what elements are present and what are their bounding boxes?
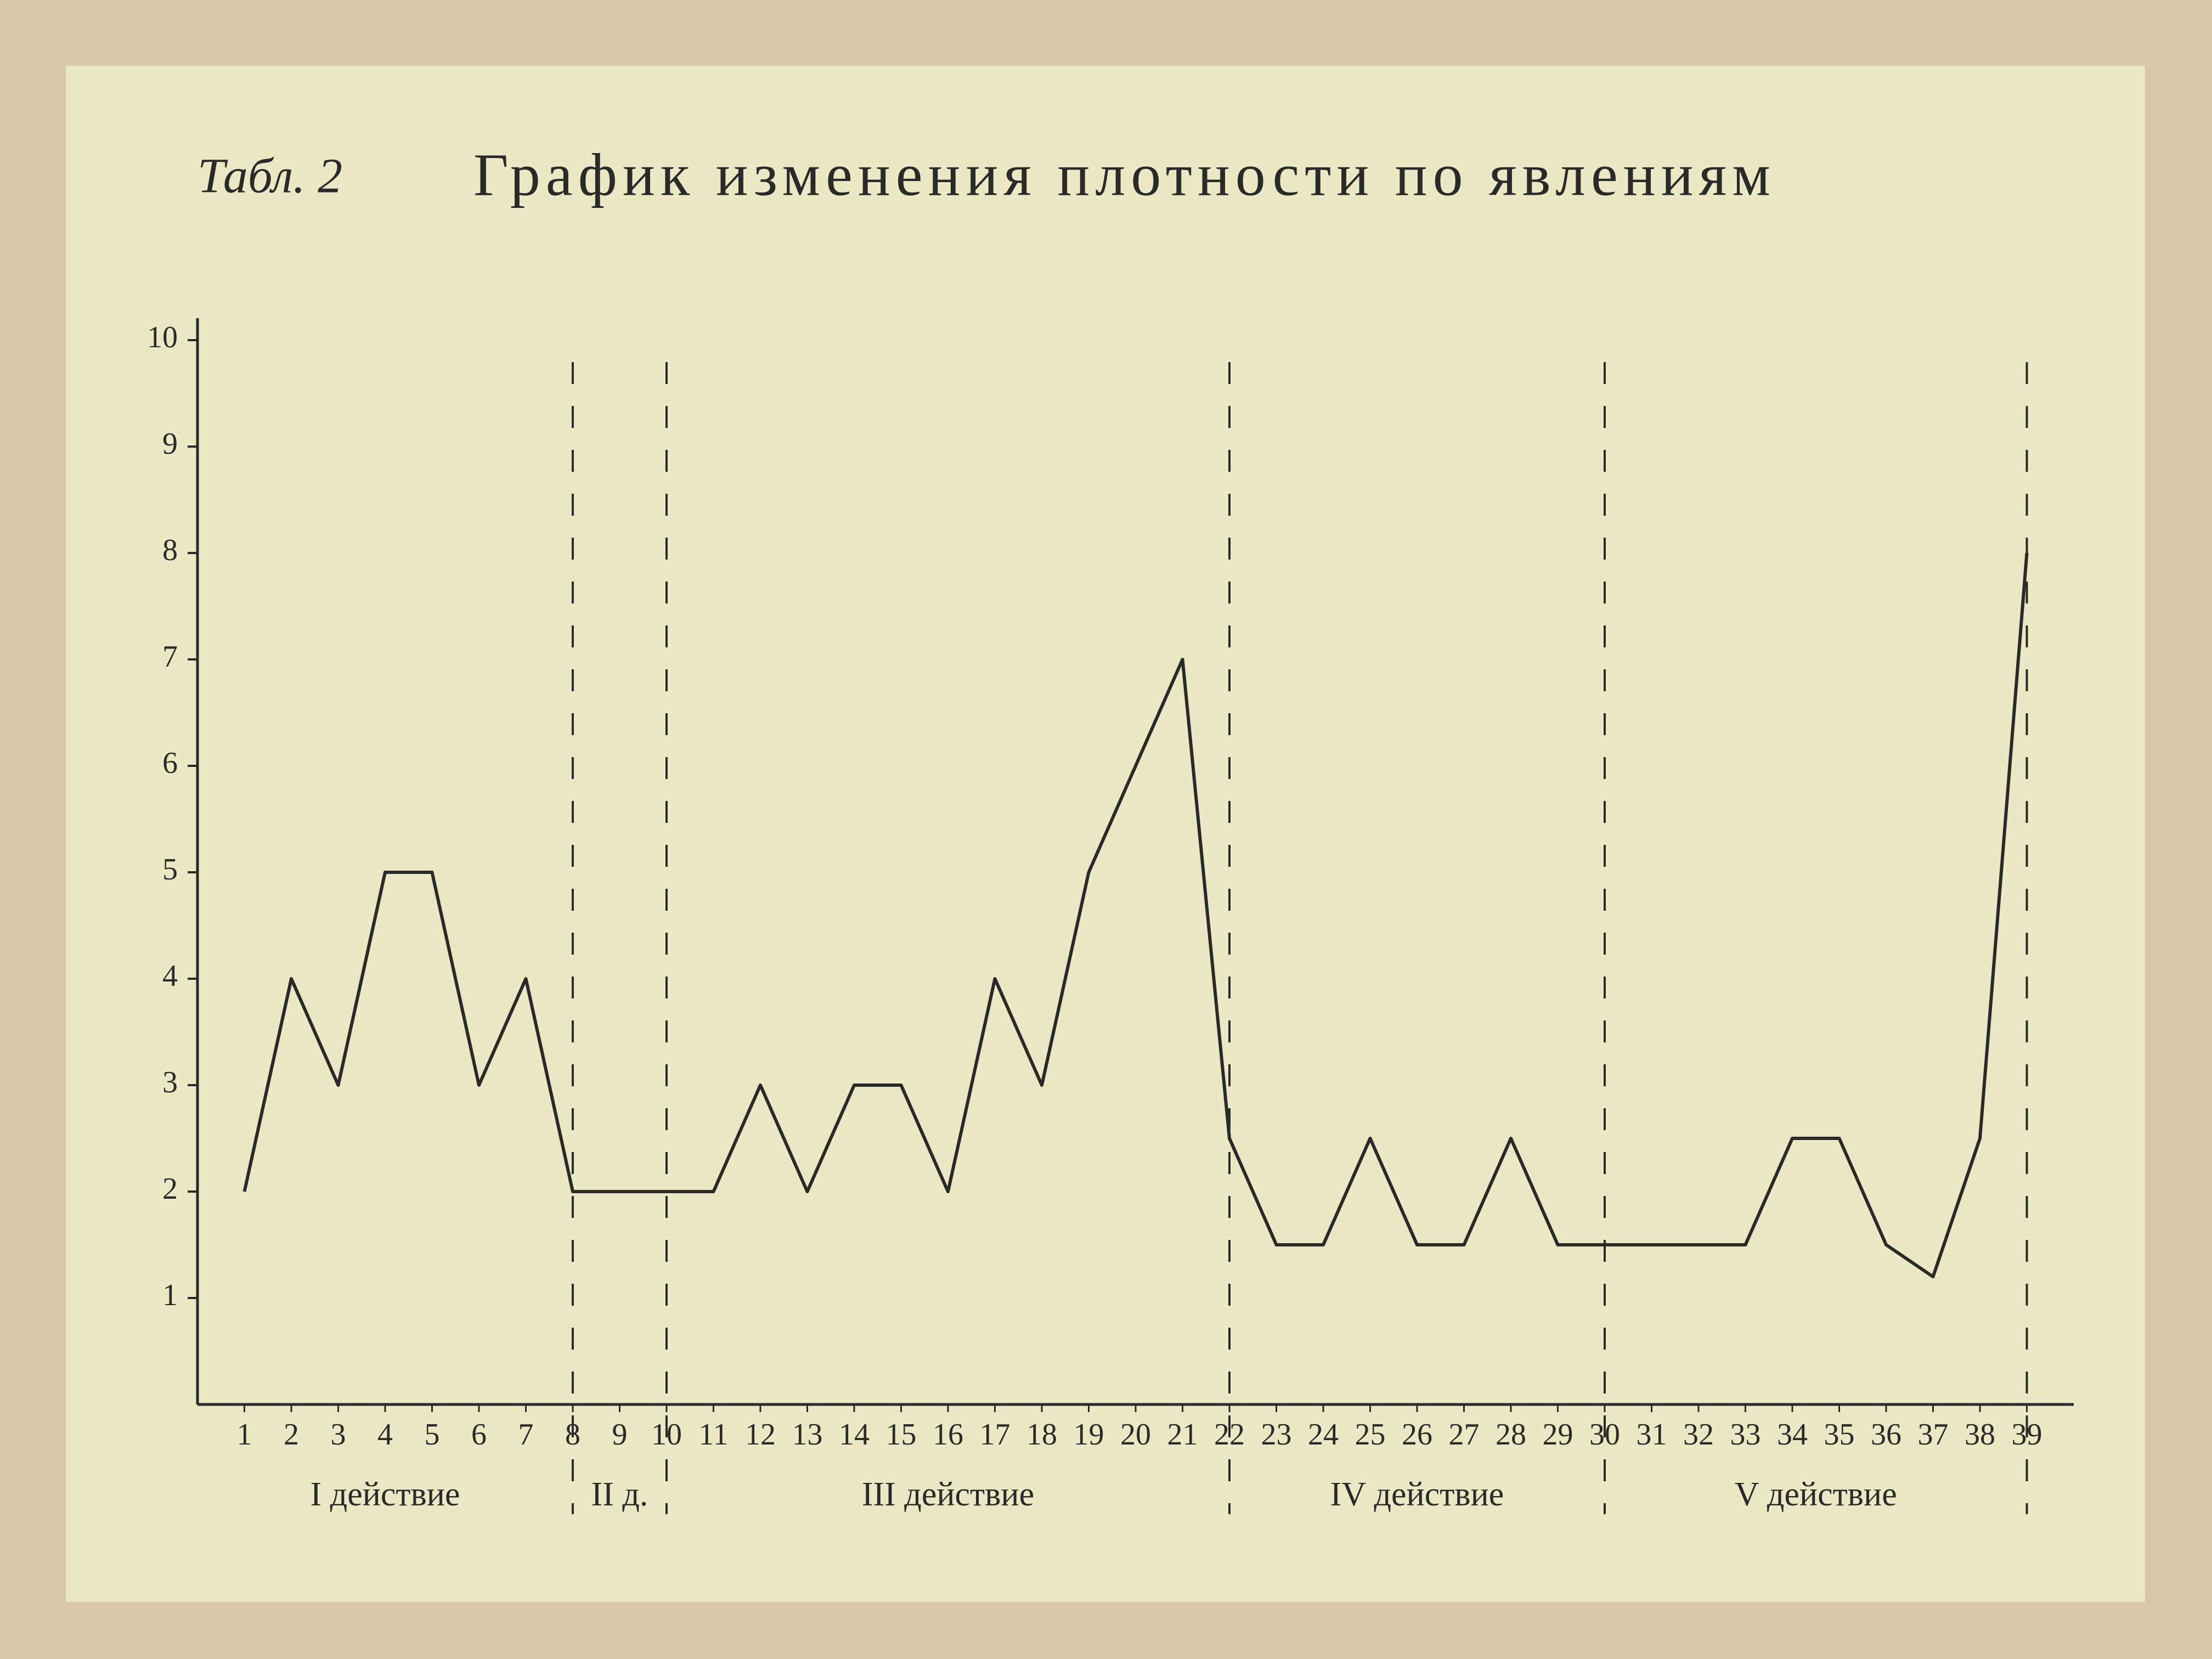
x-tick-label: 15 bbox=[886, 1418, 917, 1452]
density-line bbox=[242, 552, 2029, 1279]
x-tick-label: 21 bbox=[1167, 1418, 1198, 1452]
y-tick-label: 3 bbox=[162, 1065, 178, 1099]
x-tick-label: 13 bbox=[792, 1418, 823, 1452]
x-tick-label: 24 bbox=[1308, 1418, 1339, 1452]
x-tick-label: 16 bbox=[933, 1418, 963, 1452]
y-tick-label: 7 bbox=[162, 640, 178, 674]
y-tick-label: 8 bbox=[162, 533, 178, 567]
x-tick-label: 4 bbox=[377, 1418, 393, 1452]
x-tick-label: 1 bbox=[237, 1418, 252, 1452]
act-label: IV действие bbox=[1330, 1476, 1504, 1513]
act-label: V действие bbox=[1735, 1476, 1897, 1513]
x-tick-label: 3 bbox=[331, 1418, 346, 1452]
act-label: III действие bbox=[862, 1476, 1034, 1513]
x-tick-label: 31 bbox=[1637, 1418, 1667, 1452]
x-tick-label: 12 bbox=[745, 1418, 776, 1452]
x-tick-label: 19 bbox=[1074, 1418, 1104, 1452]
x-tick-label: 6 bbox=[471, 1418, 487, 1452]
x-tick-label: 25 bbox=[1355, 1418, 1386, 1452]
x-tick-label: 32 bbox=[1683, 1418, 1714, 1452]
y-tick-label: 5 bbox=[162, 853, 178, 887]
x-tick-label: 34 bbox=[1777, 1418, 1808, 1452]
x-tick-label: 36 bbox=[1871, 1418, 1901, 1452]
table-label: Табл. 2 bbox=[198, 149, 342, 204]
act-label: II д. bbox=[591, 1476, 648, 1513]
x-tick-label: 38 bbox=[1965, 1418, 1995, 1452]
x-tick-label: 17 bbox=[980, 1418, 1011, 1452]
x-tick-label: 28 bbox=[1496, 1418, 1526, 1452]
y-tick-label: 6 bbox=[162, 746, 178, 780]
y-tick-label: 1 bbox=[162, 1278, 178, 1312]
act-label: I действие bbox=[311, 1476, 460, 1513]
x-tick-label: 26 bbox=[1402, 1418, 1432, 1452]
x-tick-label: 14 bbox=[839, 1418, 870, 1452]
y-tick-label: 4 bbox=[162, 959, 178, 993]
x-tick-label: 2 bbox=[284, 1418, 299, 1452]
x-tick-label: 27 bbox=[1449, 1418, 1480, 1452]
x-tick-label: 35 bbox=[1824, 1418, 1855, 1452]
x-tick-label: 37 bbox=[1918, 1418, 1949, 1452]
x-tick-label: 29 bbox=[1543, 1418, 1573, 1452]
x-tick-label: 5 bbox=[425, 1418, 440, 1452]
y-tick-label: 10 bbox=[147, 320, 178, 354]
x-tick-label: 20 bbox=[1120, 1418, 1151, 1452]
x-tick-label: 9 bbox=[612, 1418, 628, 1452]
x-tick-label: 11 bbox=[699, 1418, 729, 1452]
x-tick-label: 18 bbox=[1026, 1418, 1057, 1452]
x-tick-label: 7 bbox=[518, 1418, 534, 1452]
y-tick-label: 9 bbox=[162, 427, 178, 461]
x-tick-label: 33 bbox=[1730, 1418, 1761, 1452]
y-tick-label: 2 bbox=[162, 1172, 178, 1206]
x-tick-label: 23 bbox=[1261, 1418, 1292, 1452]
chart-title: График изменения плотности по явлениям bbox=[473, 141, 1776, 208]
